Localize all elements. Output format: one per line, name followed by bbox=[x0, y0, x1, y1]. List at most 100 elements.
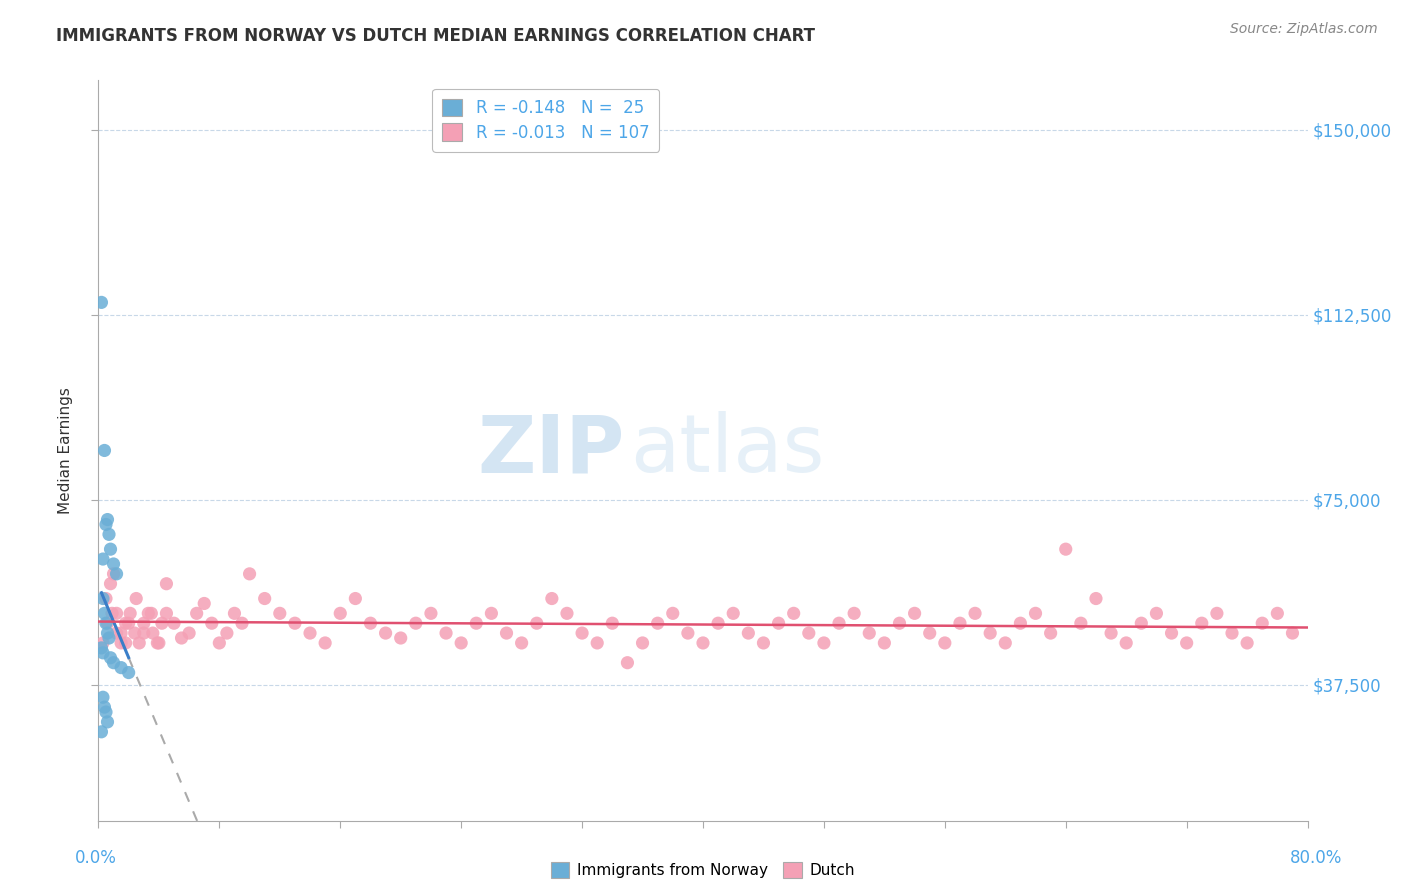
Point bbox=[132, 616, 155, 631]
Point bbox=[1085, 591, 1108, 606]
Point bbox=[1220, 626, 1243, 640]
Point bbox=[114, 616, 136, 631]
Point bbox=[118, 616, 141, 631]
Point bbox=[858, 626, 880, 640]
Point bbox=[1010, 616, 1032, 631]
Point bbox=[98, 631, 121, 645]
Point bbox=[873, 636, 896, 650]
Point bbox=[170, 631, 193, 645]
Point bbox=[813, 636, 835, 650]
Point bbox=[90, 640, 112, 655]
Point bbox=[631, 636, 654, 650]
Point bbox=[481, 607, 503, 621]
Point bbox=[96, 714, 118, 729]
Point bbox=[93, 700, 115, 714]
Point bbox=[1144, 607, 1167, 621]
Point bbox=[91, 591, 114, 606]
Point bbox=[91, 636, 114, 650]
Point bbox=[215, 626, 238, 640]
Point bbox=[1251, 616, 1274, 631]
Point bbox=[434, 626, 457, 640]
Point bbox=[329, 607, 352, 621]
Point bbox=[1039, 626, 1062, 640]
Point bbox=[128, 636, 150, 650]
Point bbox=[918, 626, 941, 640]
Point bbox=[1236, 636, 1258, 650]
Point bbox=[994, 636, 1017, 650]
Point bbox=[110, 660, 132, 674]
Point bbox=[96, 616, 118, 631]
Point bbox=[94, 705, 117, 719]
Point bbox=[110, 626, 132, 640]
Point bbox=[132, 626, 155, 640]
Point bbox=[96, 512, 118, 526]
Y-axis label: Median Earnings: Median Earnings bbox=[58, 387, 73, 514]
Point bbox=[360, 616, 382, 631]
Point bbox=[555, 607, 578, 621]
Point bbox=[253, 591, 276, 606]
Legend: R = -0.148   N =  25, R = -0.013   N = 107: R = -0.148 N = 25, R = -0.013 N = 107 bbox=[432, 88, 659, 152]
Point bbox=[540, 591, 562, 606]
Point bbox=[179, 626, 201, 640]
Point bbox=[314, 636, 336, 650]
Point bbox=[405, 616, 427, 631]
Point bbox=[661, 607, 683, 621]
Point bbox=[1024, 607, 1046, 621]
Point bbox=[110, 636, 132, 650]
Point bbox=[103, 566, 125, 581]
Point bbox=[150, 616, 173, 631]
Point bbox=[495, 626, 517, 640]
Point bbox=[602, 616, 624, 631]
Point bbox=[146, 636, 169, 650]
Point bbox=[141, 607, 163, 621]
Point bbox=[93, 607, 115, 621]
Point bbox=[100, 650, 122, 665]
Point bbox=[94, 591, 117, 606]
Point bbox=[105, 626, 128, 640]
Point bbox=[797, 626, 820, 640]
Point bbox=[105, 607, 128, 621]
Point bbox=[768, 616, 790, 631]
Point bbox=[828, 616, 851, 631]
Point bbox=[1070, 616, 1092, 631]
Point bbox=[723, 607, 745, 621]
Point bbox=[616, 656, 638, 670]
Point bbox=[692, 636, 714, 650]
Point bbox=[844, 607, 866, 621]
Point bbox=[100, 542, 122, 557]
Point bbox=[91, 552, 114, 566]
Point bbox=[193, 597, 215, 611]
Point bbox=[90, 295, 112, 310]
Point bbox=[647, 616, 669, 631]
Point bbox=[201, 616, 224, 631]
Point bbox=[889, 616, 911, 631]
Point bbox=[103, 656, 125, 670]
Point bbox=[142, 626, 165, 640]
Point bbox=[1130, 616, 1153, 631]
Point bbox=[155, 607, 177, 621]
Point bbox=[707, 616, 730, 631]
Point bbox=[239, 566, 262, 581]
Text: atlas: atlas bbox=[630, 411, 825, 490]
Point bbox=[148, 636, 170, 650]
Point bbox=[949, 616, 972, 631]
Point bbox=[124, 626, 146, 640]
Point bbox=[979, 626, 1001, 640]
Point bbox=[105, 566, 128, 581]
Point bbox=[510, 636, 533, 650]
Point bbox=[208, 636, 231, 650]
Point bbox=[163, 616, 186, 631]
Text: ZIP: ZIP bbox=[477, 411, 624, 490]
Point bbox=[91, 690, 114, 705]
Point bbox=[586, 636, 609, 650]
Point bbox=[120, 607, 142, 621]
Point bbox=[96, 626, 118, 640]
Point bbox=[374, 626, 396, 640]
Point bbox=[155, 576, 177, 591]
Text: 80.0%: 80.0% bbox=[1289, 849, 1343, 867]
Text: Source: ZipAtlas.com: Source: ZipAtlas.com bbox=[1230, 22, 1378, 37]
Legend: Immigrants from Norway, Dutch: Immigrants from Norway, Dutch bbox=[546, 856, 860, 884]
Point bbox=[737, 626, 759, 640]
Point bbox=[1160, 626, 1182, 640]
Point bbox=[269, 607, 291, 621]
